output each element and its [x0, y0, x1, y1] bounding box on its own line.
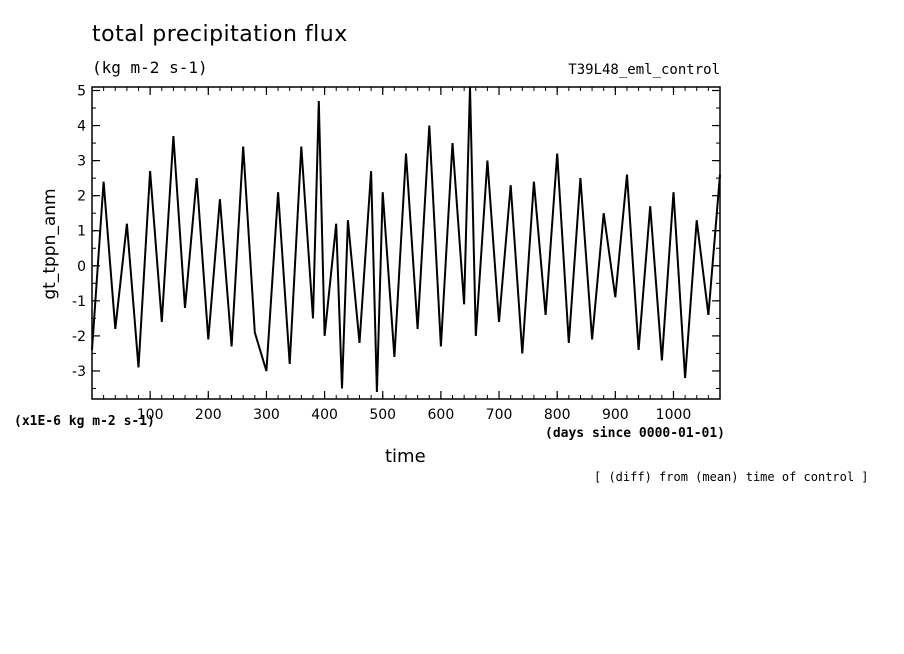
x-tick-label: 700 [486, 407, 513, 423]
y-tick-label: 2 [77, 189, 86, 205]
x-axis-label: time [385, 446, 426, 467]
x-tick-label: 1000 [656, 407, 692, 423]
x-tick-label: 300 [253, 407, 280, 423]
x-tick-label: 200 [195, 407, 222, 423]
series-line [91, 86, 721, 393]
y-tick-label: 0 [77, 259, 86, 275]
chart-units: (kg m-2 s-1) [92, 58, 208, 77]
y-scale-note: (x1E-6 kg m-2 s-1) [14, 414, 155, 429]
y-tick-label: 5 [77, 84, 86, 100]
y-tick-label: -3 [72, 364, 86, 380]
y-tick-label: 4 [77, 119, 86, 135]
y-tick-label: 3 [77, 154, 86, 170]
x-tick-label: 400 [311, 407, 338, 423]
y-tick-label: -1 [72, 294, 86, 310]
y-tick-label: 1 [77, 224, 86, 240]
x-tick-label: 800 [544, 407, 571, 423]
plot-frame [91, 86, 721, 400]
x-tick-label: 600 [428, 407, 455, 423]
chart-title: total precipitation flux [92, 22, 348, 47]
x-tick-label: 100 [137, 407, 164, 423]
x-tick-label: 500 [369, 407, 396, 423]
y-tick-label: -2 [72, 329, 86, 345]
x-axis-units: (days since 0000-01-01) [545, 426, 726, 441]
x-tick-label: 900 [602, 407, 629, 423]
footnote: [ (diff) from (mean) time of control ] [594, 470, 869, 484]
run-name: T39L48_eml_control [568, 62, 720, 78]
